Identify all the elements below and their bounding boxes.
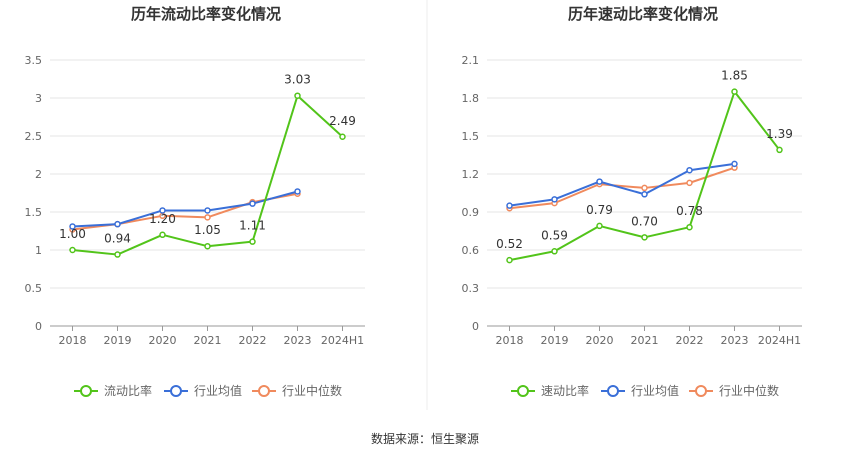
- x-tick-label: 2024H1: [758, 334, 801, 347]
- y-tick-label: 1.5: [25, 206, 43, 219]
- x-tick-label: 2022: [676, 334, 704, 347]
- data-label: 0.59: [541, 228, 568, 242]
- data-point: [204, 214, 211, 221]
- data-label: 0.94: [104, 232, 131, 246]
- data-label: 1.39: [766, 127, 793, 141]
- legend-marker-icon: [695, 385, 707, 397]
- y-tick-label: 0.5: [25, 282, 43, 295]
- series-line-2: [509, 162, 735, 207]
- data-point: [641, 191, 648, 198]
- data-point: [776, 146, 783, 154]
- y-tick-label: 2.5: [25, 130, 43, 143]
- x-tick-label: 2019: [104, 334, 132, 347]
- x-tick-label: 2024H1: [321, 334, 364, 347]
- y-tick-label: 2: [35, 168, 42, 181]
- data-point: [159, 207, 166, 214]
- y-tick-label: 3.5: [25, 54, 43, 67]
- x-tick-label: 2019: [541, 334, 569, 347]
- data-point: [506, 202, 513, 209]
- data-point: [551, 248, 558, 255]
- y-tick-label: 0.3: [462, 282, 480, 295]
- data-label: 1.85: [721, 69, 748, 83]
- data-point: [249, 238, 256, 245]
- data-point: [294, 188, 301, 195]
- data-point: [339, 133, 346, 141]
- data-point: [731, 88, 738, 95]
- x-tick-label: 2023: [284, 334, 312, 347]
- data-point: [641, 234, 648, 241]
- legend-label: 速动比率: [541, 383, 589, 398]
- data-point: [294, 92, 301, 99]
- legend-marker-icon: [517, 385, 529, 397]
- data-label: 1.00: [59, 227, 86, 241]
- data-point: [506, 256, 513, 264]
- y-tick-label: 0.9: [462, 206, 480, 219]
- data-point: [686, 223, 693, 231]
- data-point: [204, 207, 211, 214]
- data-label: 0.79: [586, 203, 613, 217]
- series-line-3: [509, 166, 735, 210]
- data-point: [204, 242, 211, 250]
- x-tick-label: 2020: [149, 334, 177, 347]
- data-label: 2.49: [329, 114, 356, 128]
- x-tick-label: 2023: [721, 334, 749, 347]
- legend-marker-icon: [258, 385, 270, 397]
- y-tick-label: 1: [35, 244, 42, 257]
- x-tick-label: 2021: [194, 334, 222, 347]
- data-label: 1.11: [239, 219, 266, 233]
- data-label: 0.78: [676, 204, 703, 218]
- x-tick-label: 2020: [586, 334, 614, 347]
- legend-label: 行业中位数: [282, 383, 342, 398]
- legend-marker-icon: [607, 385, 619, 397]
- data-label: 3.03: [284, 73, 311, 87]
- data-point: [249, 200, 256, 207]
- data-label: 0.70: [631, 214, 658, 228]
- legend-label: 行业均值: [194, 383, 242, 398]
- data-point: [641, 184, 648, 192]
- data-point: [596, 222, 603, 230]
- chart-title: 历年流动比率变化情况: [131, 5, 281, 23]
- y-tick-label: 0.6: [462, 244, 480, 257]
- legend-label: 行业中位数: [719, 383, 779, 398]
- y-tick-label: 1.5: [462, 130, 480, 143]
- series-line-2: [72, 190, 298, 228]
- data-point: [551, 196, 558, 203]
- data-point: [114, 251, 121, 258]
- chart-title: 历年速动比率变化情况: [568, 5, 718, 23]
- legend-label: 流动比率: [104, 383, 152, 398]
- data-point: [686, 166, 693, 174]
- x-tick-label: 2018: [59, 334, 87, 347]
- data-label: 0.52: [496, 237, 523, 251]
- data-point: [159, 231, 166, 239]
- chart-panel-1: 历年流动比率变化情况 0 0.5 1 1.5 2 2.5 3 3.5 2018 2019 2020 20…: [25, 5, 365, 398]
- x-tick-label: 2021: [631, 334, 659, 347]
- data-point: [596, 178, 603, 185]
- data-label: 1.20: [149, 212, 176, 226]
- data-label: 1.05: [194, 223, 221, 237]
- legend-marker-icon: [170, 385, 182, 397]
- x-tick-label: 2018: [496, 334, 524, 347]
- data-point: [114, 220, 121, 228]
- legend-marker-icon: [80, 385, 92, 397]
- data-point: [686, 179, 693, 187]
- y-tick-label: 1.2: [462, 168, 480, 181]
- y-tick-label: 0: [472, 320, 479, 333]
- chart-panel-2: 历年速动比率变化情况 0 0.3 0.6 0.9 1.2 1.5 1.8 2.1 2018 2019…: [462, 5, 802, 398]
- y-tick-label: 0: [35, 320, 42, 333]
- y-tick-label: 2.1: [462, 54, 480, 67]
- legend-label: 行业均值: [631, 383, 679, 398]
- data-source-label: 数据来源：恒生聚源: [371, 431, 479, 446]
- x-tick-label: 2022: [239, 334, 267, 347]
- data-point: [69, 246, 76, 254]
- data-point: [731, 160, 738, 168]
- y-tick-label: 1.8: [462, 92, 480, 105]
- data-point: [69, 223, 76, 230]
- y-tick-label: 3: [35, 92, 42, 105]
